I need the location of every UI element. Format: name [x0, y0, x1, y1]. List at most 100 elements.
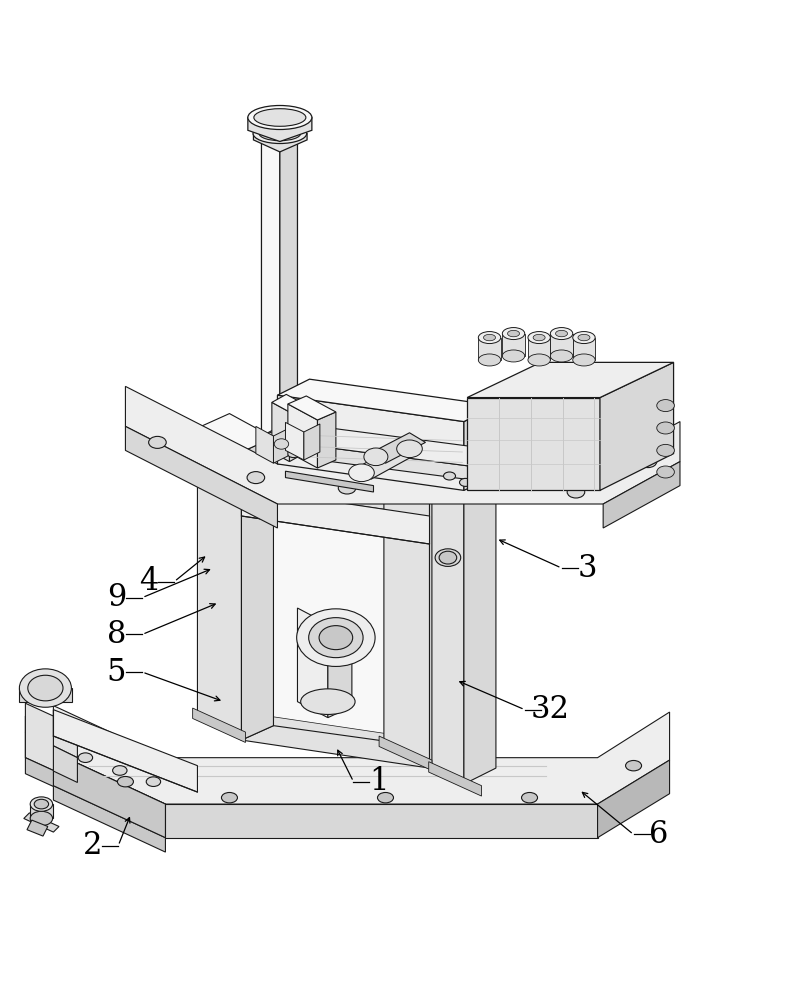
Ellipse shape — [527, 332, 549, 344]
Ellipse shape — [259, 126, 300, 141]
Polygon shape — [272, 402, 289, 462]
Ellipse shape — [308, 618, 363, 658]
Polygon shape — [197, 414, 273, 452]
Polygon shape — [272, 394, 303, 412]
Ellipse shape — [148, 436, 166, 448]
Text: 8: 8 — [107, 619, 126, 650]
Ellipse shape — [435, 549, 460, 566]
Polygon shape — [286, 471, 373, 492]
Text: 2: 2 — [83, 830, 102, 861]
Polygon shape — [287, 396, 335, 420]
Ellipse shape — [363, 448, 387, 466]
Text: 3: 3 — [577, 553, 596, 584]
Polygon shape — [54, 710, 197, 792]
Polygon shape — [26, 716, 77, 758]
Polygon shape — [241, 488, 429, 740]
Polygon shape — [24, 813, 59, 832]
Polygon shape — [428, 762, 481, 796]
Ellipse shape — [338, 482, 355, 494]
Ellipse shape — [78, 753, 92, 762]
Ellipse shape — [247, 472, 265, 484]
Polygon shape — [502, 334, 524, 356]
Polygon shape — [429, 464, 464, 768]
Ellipse shape — [555, 330, 567, 337]
Polygon shape — [277, 379, 496, 422]
Polygon shape — [27, 820, 48, 836]
Polygon shape — [327, 614, 351, 718]
Text: 4: 4 — [139, 566, 158, 597]
Polygon shape — [165, 804, 597, 838]
Polygon shape — [572, 338, 594, 360]
Polygon shape — [261, 132, 280, 444]
Polygon shape — [241, 488, 429, 544]
Ellipse shape — [287, 450, 299, 458]
Polygon shape — [467, 398, 599, 490]
Polygon shape — [54, 706, 669, 804]
Ellipse shape — [527, 354, 549, 366]
Polygon shape — [30, 804, 53, 818]
Ellipse shape — [478, 332, 500, 344]
Ellipse shape — [30, 811, 53, 826]
Text: 1: 1 — [369, 766, 388, 797]
Text: 6: 6 — [649, 819, 668, 850]
Polygon shape — [286, 422, 303, 460]
Ellipse shape — [274, 439, 288, 449]
Ellipse shape — [520, 792, 537, 803]
Ellipse shape — [261, 431, 298, 449]
Ellipse shape — [253, 109, 306, 126]
Ellipse shape — [270, 436, 292, 452]
Polygon shape — [289, 404, 303, 462]
Ellipse shape — [502, 328, 524, 340]
Polygon shape — [369, 433, 425, 463]
Ellipse shape — [443, 472, 455, 480]
Polygon shape — [549, 334, 572, 356]
Ellipse shape — [478, 354, 500, 366]
Polygon shape — [197, 428, 241, 740]
Ellipse shape — [638, 456, 656, 468]
Ellipse shape — [34, 799, 49, 809]
Polygon shape — [478, 338, 500, 360]
Polygon shape — [599, 362, 673, 490]
Ellipse shape — [483, 334, 495, 341]
Polygon shape — [297, 608, 327, 718]
Polygon shape — [602, 462, 679, 528]
Ellipse shape — [656, 400, 674, 412]
Ellipse shape — [502, 350, 524, 362]
Polygon shape — [273, 429, 287, 463]
Polygon shape — [241, 712, 273, 740]
Polygon shape — [248, 106, 311, 142]
Polygon shape — [241, 712, 429, 768]
Polygon shape — [317, 412, 335, 468]
Polygon shape — [273, 438, 464, 752]
Polygon shape — [257, 438, 501, 480]
Polygon shape — [597, 760, 669, 838]
Text: 9: 9 — [107, 582, 126, 613]
Polygon shape — [277, 395, 464, 490]
Ellipse shape — [30, 797, 53, 811]
Polygon shape — [26, 703, 54, 770]
Text: 5: 5 — [107, 657, 126, 688]
Polygon shape — [19, 688, 71, 702]
Polygon shape — [256, 426, 273, 463]
Ellipse shape — [656, 422, 674, 434]
Ellipse shape — [117, 776, 133, 787]
Polygon shape — [125, 426, 277, 528]
Polygon shape — [383, 438, 464, 480]
Polygon shape — [527, 338, 549, 360]
Polygon shape — [125, 386, 679, 504]
Ellipse shape — [507, 330, 519, 337]
Ellipse shape — [459, 478, 471, 486]
Polygon shape — [431, 460, 496, 492]
Ellipse shape — [549, 350, 572, 362]
Polygon shape — [467, 362, 673, 398]
Ellipse shape — [533, 334, 545, 341]
Polygon shape — [241, 438, 273, 740]
Polygon shape — [192, 708, 245, 742]
Polygon shape — [257, 422, 501, 466]
Ellipse shape — [566, 486, 584, 498]
Ellipse shape — [439, 551, 456, 564]
Ellipse shape — [221, 792, 237, 803]
Ellipse shape — [572, 354, 594, 366]
Ellipse shape — [253, 123, 306, 144]
Ellipse shape — [28, 675, 63, 701]
